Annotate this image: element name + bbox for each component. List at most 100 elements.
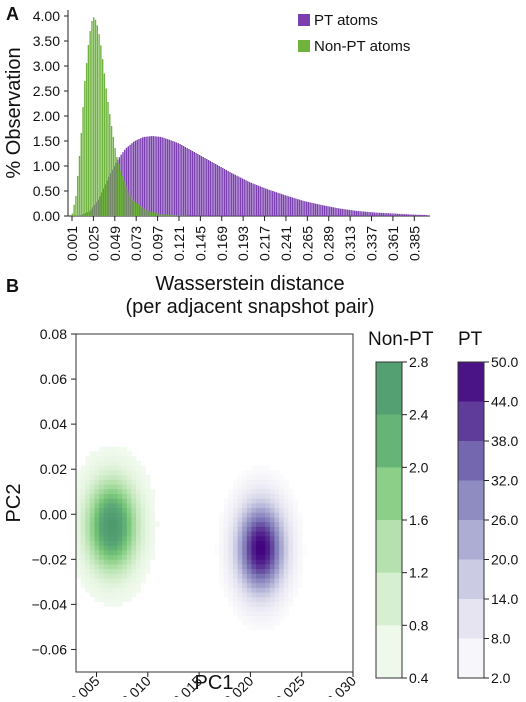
pt-bar [324,206,325,216]
heatmap-cell [219,573,224,578]
heatmap-cell [251,489,256,494]
heatmap-cell [275,606,280,611]
heatmap-cell [90,522,95,527]
pt-bar [285,195,286,216]
heatmap-cell [108,480,113,485]
y-tick-label: 2.50 [33,83,60,99]
heatmap-cell [293,550,298,555]
heatmap-cell [99,597,104,602]
pt-bar [268,190,269,216]
heatmap-cell [150,508,155,513]
heatmap-cell [94,592,99,597]
heatmap-cell [279,517,284,522]
heatmap-cell [118,465,123,470]
heatmap-cell [81,484,86,489]
heatmap-cell [90,559,95,564]
heatmap-cell [284,541,289,546]
heatmap-cell [298,564,303,569]
heatmap-cell [219,517,224,522]
heatmap-cell [279,522,284,527]
heatmap-cell [270,588,275,593]
non-pt-bar [84,81,85,216]
heatmap-cell [247,625,252,630]
heatmap-cell [247,588,252,593]
heatmap-cell [251,465,256,470]
heatmap-cell [94,522,99,527]
heatmap-cell [99,494,104,499]
heatmap-cell [94,517,99,522]
heatmap-cell [99,484,104,489]
heatmap-cell [288,550,293,555]
heatmap-cell [118,517,123,522]
heatmap-cell [136,517,141,522]
non-pt-bar [106,89,107,217]
heatmap-cell [104,498,109,503]
heatmap-cell [293,503,298,508]
heatmap-cell [136,569,141,574]
heatmap-cell [90,592,95,597]
heatmap-cell [256,564,261,569]
colorbar-pt-band [458,520,484,560]
heatmap-cell [298,583,303,588]
x-tick-label: 0.361 [385,226,401,261]
pt-bar [169,140,170,216]
heatmap-cell [298,512,303,517]
heatmap-cell [270,569,275,574]
pt-bar [151,136,152,216]
heatmap-cell [275,583,280,588]
heatmap-cell [113,508,118,513]
colorbar-non-pt-tick-label: 1.2 [409,565,429,581]
heatmap-cell [127,573,132,578]
heatmap-cell [228,503,233,508]
heatmap-cell [256,465,261,470]
heatmap-cell [228,489,233,494]
heatmap-cell [122,522,127,527]
heatmap-cell [131,484,136,489]
heatmap-cell [261,611,266,616]
heatmap-cell [150,517,155,522]
heatmap-cell [150,489,155,494]
heatmap-cell [238,564,243,569]
heatmap-cell [224,569,229,574]
heatmap-cell [85,536,90,541]
heatmap-cell [265,536,270,541]
pt-bar [236,176,237,216]
heatmap-cell [94,498,99,503]
heatmap-cell [118,494,123,499]
heatmap-cell [76,470,81,475]
pt-bar [418,215,419,216]
heatmap-cell [265,606,270,611]
heatmap-cell [90,484,95,489]
pt-bar [402,214,403,216]
heatmap-cell [261,555,266,560]
pt-bar [170,140,171,216]
heatmap-cell [275,531,280,536]
pt-bar [174,142,175,216]
heatmap-cell [141,489,146,494]
heatmap-cell [118,447,123,452]
heatmap-cell [270,531,275,536]
heatmap-cell [108,447,113,452]
heatmap-cell [275,588,280,593]
heatmap-cell [228,526,233,531]
heatmap-cell [99,545,104,550]
heatmap-cell [251,522,256,527]
heatmap-cell [131,522,136,527]
heatmap-cell [279,545,284,550]
heatmap-cell [108,583,113,588]
heatmap-cell [104,465,109,470]
heatmap-cell [288,578,293,583]
heatmap-cell [251,573,256,578]
heatmap-cell [270,484,275,489]
pt-bar [322,205,323,216]
non-pt-bar [104,74,105,217]
heatmap-cell [76,550,81,555]
heatmap-cell [270,470,275,475]
heatmap-cell [238,480,243,485]
heatmap-cell [150,536,155,541]
heatmap-cell [104,578,109,583]
pt-bar [390,213,391,216]
heatmap-cell [122,573,127,578]
heatmap-cell [131,536,136,541]
heatmap-cell [131,592,136,597]
